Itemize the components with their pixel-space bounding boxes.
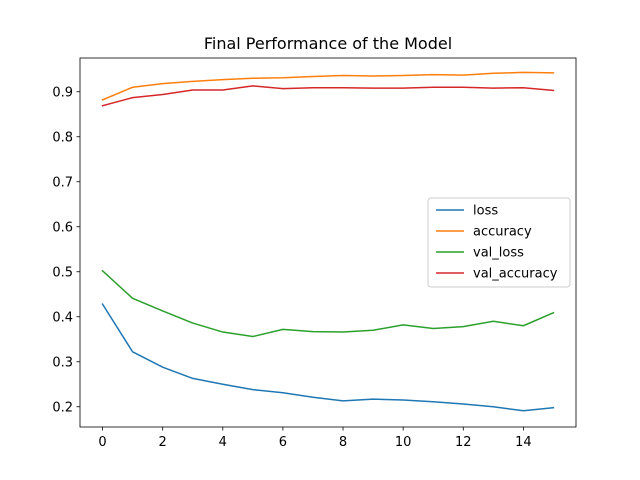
series-lines xyxy=(101,71,555,412)
series-line-loss xyxy=(101,303,555,412)
y-tick-label: 0.2 xyxy=(52,400,73,415)
x-tick-label: 4 xyxy=(219,435,227,450)
series-line-accuracy xyxy=(101,71,555,101)
legend-label-accuracy: accuracy xyxy=(473,225,532,240)
y-axis: 0.2 0.3 0.4 0.5 0.6 0.7 0.8 0.9 xyxy=(52,85,80,415)
x-tick-label: 10 xyxy=(395,435,412,450)
series-line-val-accuracy xyxy=(101,85,555,107)
legend-label-loss: loss xyxy=(473,204,498,219)
x-tick-label: 2 xyxy=(159,435,167,450)
legend: loss accuracy val_loss val_accuracy xyxy=(427,197,571,288)
x-tick-label: 12 xyxy=(455,435,472,450)
y-tick-label: 0.4 xyxy=(52,310,73,325)
y-tick-label: 0.3 xyxy=(52,355,73,370)
y-tick-label: 0.5 xyxy=(52,265,73,280)
plot-area xyxy=(79,57,577,428)
x-axis: 0 2 4 6 8 10 12 14 xyxy=(98,427,532,450)
legend-box xyxy=(427,197,571,288)
x-tick-label: 0 xyxy=(98,435,106,450)
y-tick-label: 0.7 xyxy=(52,175,73,190)
x-tick-label: 6 xyxy=(279,435,287,450)
y-tick-label: 0.6 xyxy=(52,220,73,235)
plot-frame xyxy=(79,57,577,428)
chart-title: Final Performance of the Model xyxy=(204,34,452,53)
legend-label-val-accuracy: val_accuracy xyxy=(473,267,558,282)
x-tick-label: 8 xyxy=(339,435,347,450)
x-tick-label: 14 xyxy=(515,435,532,450)
y-tick-label: 0.9 xyxy=(52,85,73,100)
series-line-val-loss xyxy=(101,269,555,338)
legend-label-val-loss: val_loss xyxy=(473,246,524,261)
y-tick-label: 0.8 xyxy=(52,130,73,145)
